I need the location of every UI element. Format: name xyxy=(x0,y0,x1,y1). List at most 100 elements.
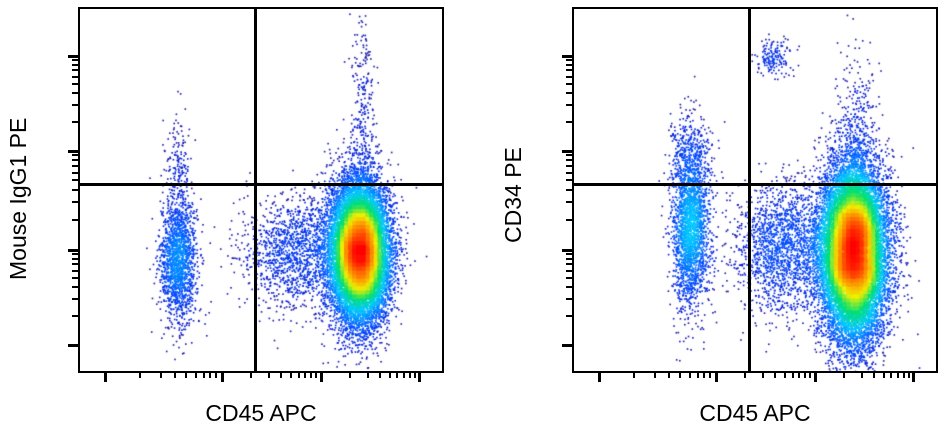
tick-mark xyxy=(798,373,801,378)
tick-mark xyxy=(349,373,352,378)
tick-mark xyxy=(562,248,572,252)
tick-mark xyxy=(890,373,893,378)
tick-mark xyxy=(783,373,786,378)
tick-mark xyxy=(72,263,78,266)
tick-mark xyxy=(566,104,572,107)
tick-mark xyxy=(68,149,78,153)
tick-mark xyxy=(209,373,212,378)
tick-mark xyxy=(403,373,406,378)
tick-mark xyxy=(72,165,78,168)
tick-mark xyxy=(202,373,205,378)
tick-mark xyxy=(566,263,572,266)
tick-mark xyxy=(566,63,572,66)
tick-mark xyxy=(413,373,416,378)
y-axis-label: CD34 PE xyxy=(500,147,526,243)
tick-mark xyxy=(714,373,718,382)
tick-mark xyxy=(566,277,572,280)
tick-mark xyxy=(566,315,572,318)
tick-mark xyxy=(562,343,572,347)
tick-mark xyxy=(220,373,224,382)
tick-mark xyxy=(688,373,691,378)
tick-mark xyxy=(309,373,312,378)
tick-mark xyxy=(72,277,78,280)
tick-mark xyxy=(632,373,635,378)
tick-mark xyxy=(250,373,253,378)
tick-mark xyxy=(138,373,141,378)
tick-mark xyxy=(809,373,812,378)
x-axis-ticks xyxy=(572,373,938,387)
tick-mark xyxy=(72,104,78,107)
tick-mark xyxy=(72,69,78,72)
tick-mark xyxy=(562,54,572,58)
tick-mark xyxy=(566,269,572,272)
tick-mark xyxy=(103,373,107,382)
tick-mark xyxy=(72,58,78,61)
tick-mark xyxy=(379,373,382,378)
tick-mark xyxy=(68,343,78,347)
tick-mark xyxy=(72,83,78,86)
tick-mark xyxy=(566,83,572,86)
tick-mark xyxy=(68,248,78,252)
tick-mark xyxy=(72,171,78,174)
quadrant-line-vertical xyxy=(748,9,751,371)
tick-mark xyxy=(566,121,572,124)
tick-mark xyxy=(72,189,78,192)
scatter-plot-area xyxy=(78,7,444,373)
tick-mark xyxy=(566,218,572,221)
y-axis-ticks xyxy=(554,7,572,373)
tick-mark xyxy=(873,373,876,378)
y-axis-label: Mouse IgG1 PE xyxy=(5,117,31,280)
tick-mark xyxy=(72,159,78,162)
tick-mark xyxy=(774,373,777,378)
tick-mark xyxy=(174,373,177,378)
tick-mark xyxy=(566,257,572,260)
tick-mark xyxy=(72,252,78,255)
tick-mark xyxy=(679,373,682,378)
density-dots xyxy=(574,9,936,371)
tick-mark xyxy=(696,373,699,378)
tick-mark xyxy=(72,257,78,260)
tick-mark xyxy=(72,218,78,221)
tick-mark xyxy=(72,286,78,289)
tick-mark xyxy=(289,373,292,378)
quadrant-line-vertical xyxy=(254,9,257,371)
density-dots xyxy=(80,9,442,371)
plot-panel-isotype: Mouse IgG1 PE CD45 APC xyxy=(5,7,444,426)
tick-mark xyxy=(566,189,572,192)
tick-mark xyxy=(297,373,300,378)
tick-mark xyxy=(72,179,78,182)
tick-mark xyxy=(267,373,270,378)
tick-mark xyxy=(194,373,197,378)
tick-mark xyxy=(159,373,162,378)
tick-mark xyxy=(280,373,283,378)
tick-mark xyxy=(315,373,318,378)
tick-mark xyxy=(72,269,78,272)
tick-mark xyxy=(319,373,323,382)
tick-mark xyxy=(366,373,369,378)
x-axis-label: CD45 APC xyxy=(699,400,811,426)
tick-mark xyxy=(562,149,572,153)
tick-mark xyxy=(843,373,846,378)
tick-mark xyxy=(703,373,706,378)
tick-mark xyxy=(653,373,656,378)
y-axis-ticks xyxy=(60,7,78,373)
tick-mark xyxy=(882,373,885,378)
tick-mark xyxy=(72,75,78,78)
tick-mark xyxy=(709,373,712,378)
tick-mark xyxy=(566,286,572,289)
tick-mark xyxy=(597,373,601,382)
tick-mark xyxy=(72,201,78,204)
tick-mark xyxy=(744,373,747,378)
tick-mark xyxy=(668,373,671,378)
plot-panel-cd34: CD34 PE CD45 APC xyxy=(473,0,946,429)
tick-mark xyxy=(566,179,572,182)
tick-mark xyxy=(566,171,572,174)
quadrant-line-horizontal xyxy=(574,183,936,186)
tick-mark xyxy=(185,373,188,378)
tick-mark xyxy=(566,165,572,168)
x-axis-label: CD45 APC xyxy=(205,400,317,426)
tick-mark xyxy=(791,373,794,378)
tick-mark xyxy=(72,298,78,301)
tick-mark xyxy=(566,69,572,72)
tick-mark xyxy=(408,373,411,378)
